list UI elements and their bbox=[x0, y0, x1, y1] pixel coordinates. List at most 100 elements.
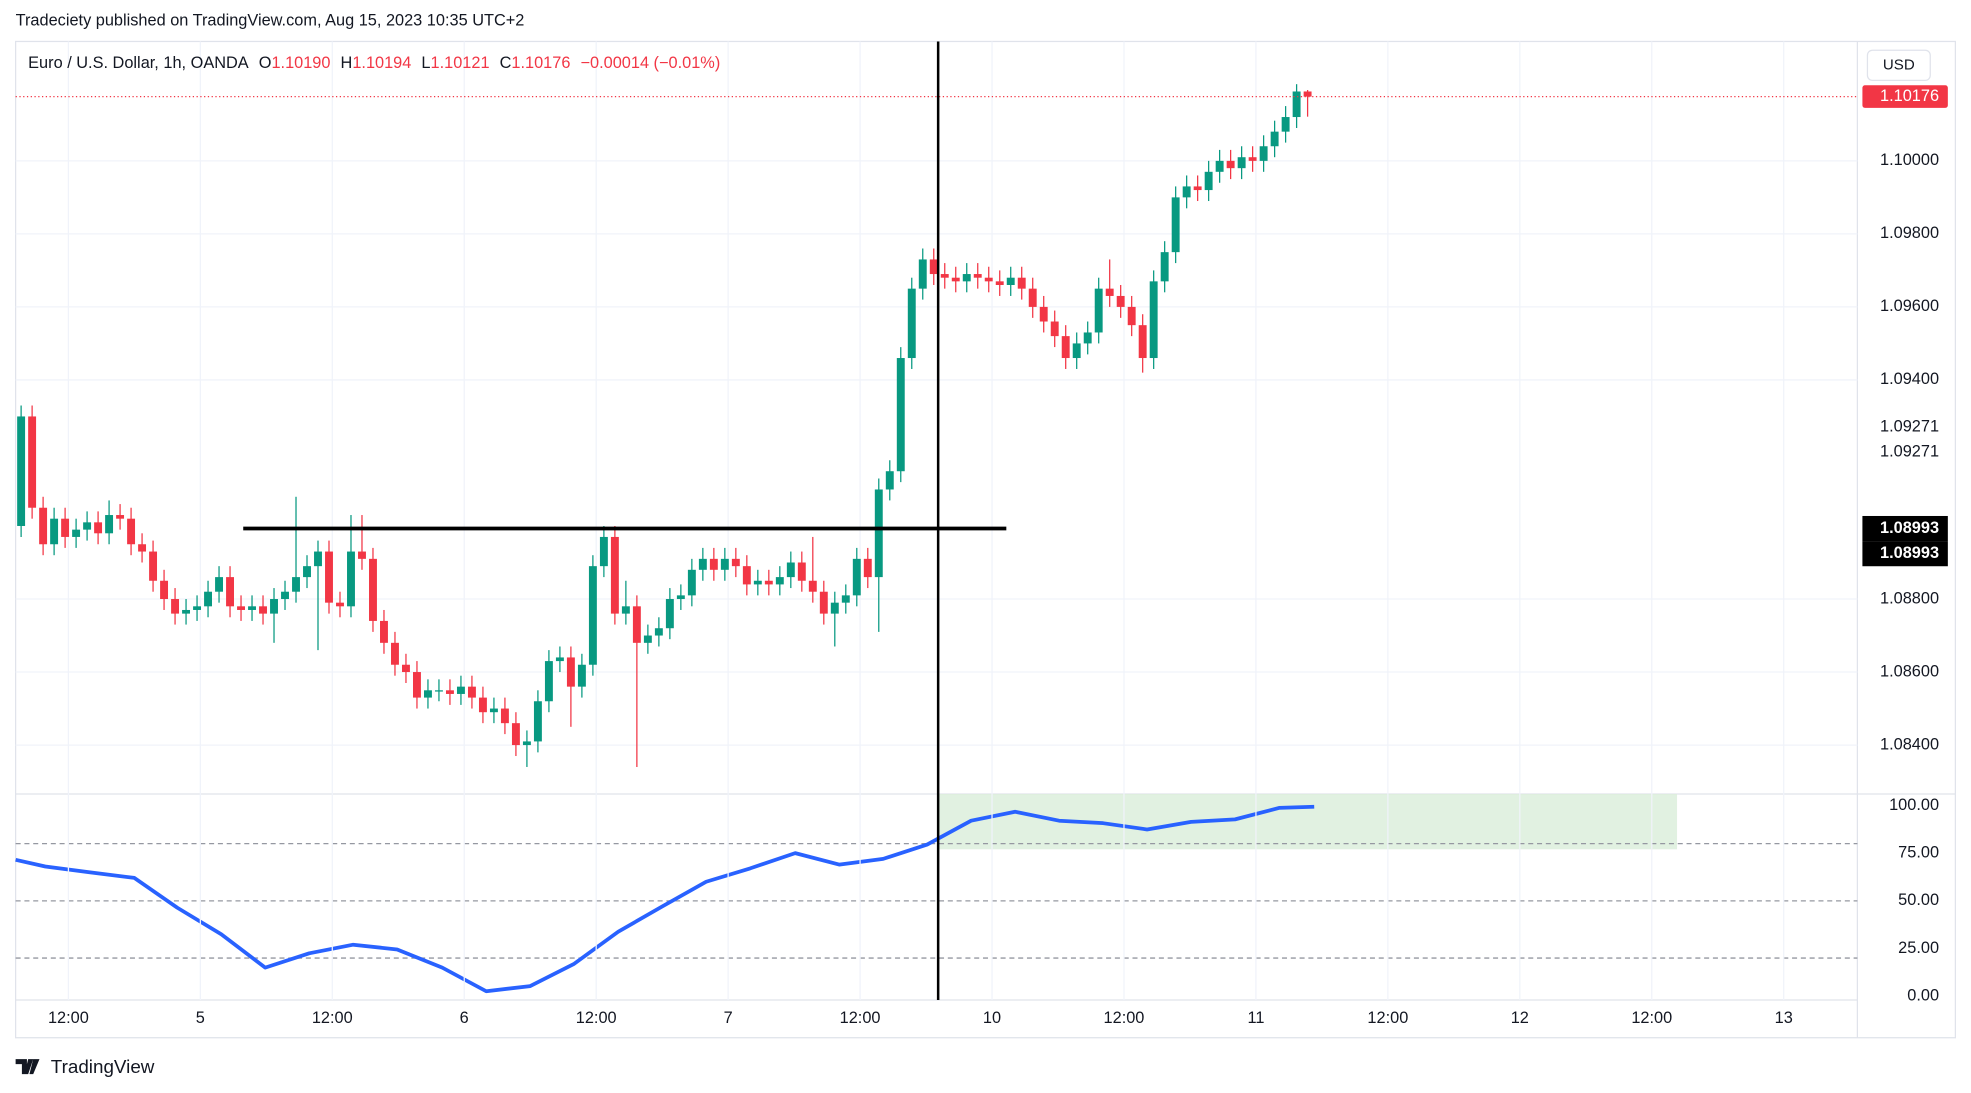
ohlc-label: L bbox=[421, 54, 430, 72]
candle-body bbox=[808, 580, 817, 592]
candle-body bbox=[1204, 171, 1213, 191]
candle-body bbox=[588, 566, 597, 665]
candle-body bbox=[797, 562, 806, 581]
logo: TradingView bbox=[15, 1056, 155, 1077]
price-tag-label: 1.08993 bbox=[1880, 544, 1939, 562]
candle-body bbox=[984, 277, 993, 282]
ohlc-value: 1.10194 bbox=[352, 54, 411, 72]
candle-body bbox=[764, 580, 773, 585]
candle-body bbox=[599, 536, 608, 567]
candle-body bbox=[841, 595, 850, 603]
candle-body bbox=[819, 591, 828, 614]
candle-body bbox=[347, 551, 355, 607]
ohlc-label: C bbox=[500, 54, 512, 72]
y-tick-label: 1.08800 bbox=[1880, 589, 1939, 607]
y-tick-label: 1.09600 bbox=[1880, 297, 1939, 315]
x-tick-label: 13 bbox=[1775, 1009, 1793, 1027]
price-tag bbox=[1862, 541, 1948, 567]
x-tick-label: 6 bbox=[460, 1009, 469, 1027]
candle-body bbox=[676, 595, 685, 600]
candle-body bbox=[995, 281, 1004, 286]
x-tick-label: 12:00 bbox=[312, 1009, 353, 1027]
candle-body bbox=[402, 664, 410, 673]
currency-button[interactable] bbox=[1866, 49, 1931, 82]
candle-body bbox=[336, 602, 344, 607]
candle-body bbox=[643, 635, 652, 643]
candle-body bbox=[555, 657, 564, 662]
candle-body bbox=[687, 569, 696, 596]
y-tick-label: 0.00 bbox=[1907, 987, 1939, 1005]
publisher: Tradeciety published on TradingView.com,… bbox=[16, 12, 525, 30]
candle-body bbox=[775, 577, 784, 585]
logo-mark bbox=[15, 1059, 40, 1075]
x-tick-label: 12:00 bbox=[1367, 1009, 1408, 1027]
candle-body bbox=[951, 277, 960, 282]
candle-body bbox=[445, 690, 454, 694]
candle-body bbox=[962, 274, 971, 282]
candle-body bbox=[259, 606, 267, 614]
y-tick-label: 25.00 bbox=[1898, 939, 1939, 957]
x-tick-label: 12:00 bbox=[1631, 1009, 1672, 1027]
candle-body bbox=[1061, 336, 1070, 359]
ohlc-value: 1.10176 bbox=[511, 54, 570, 72]
candle-body bbox=[303, 566, 311, 578]
ohlc-value: 1.10190 bbox=[271, 54, 330, 72]
candle-body bbox=[929, 259, 938, 275]
candle-body bbox=[226, 577, 234, 607]
candle-body bbox=[478, 697, 487, 713]
candle-body bbox=[413, 672, 421, 698]
candle-body bbox=[1160, 252, 1169, 282]
candle-body bbox=[358, 551, 366, 559]
candle-body bbox=[610, 536, 619, 614]
candle-body bbox=[731, 558, 740, 567]
candle-body bbox=[467, 686, 476, 698]
candle-body bbox=[709, 558, 718, 570]
candle-body bbox=[489, 708, 498, 713]
candle-body bbox=[1006, 277, 1015, 286]
candle-body bbox=[248, 606, 256, 610]
candle-body bbox=[852, 558, 861, 596]
candle-body bbox=[1171, 197, 1180, 253]
x-tick-label: 10 bbox=[983, 1009, 1001, 1027]
candle-body bbox=[28, 416, 37, 508]
candle-body bbox=[1017, 277, 1026, 289]
candle-body bbox=[511, 723, 520, 746]
x-tick-label: 12:00 bbox=[1104, 1009, 1145, 1027]
last-price-label: 1.10176 bbox=[1880, 87, 1939, 105]
candle-body bbox=[632, 606, 641, 643]
candle-body bbox=[577, 664, 586, 687]
candle-body bbox=[105, 515, 114, 534]
candle-body bbox=[127, 518, 136, 545]
candle-body bbox=[753, 580, 762, 585]
y-tick-label: 1.09800 bbox=[1880, 224, 1939, 242]
candle-body bbox=[907, 288, 916, 359]
candle-body bbox=[500, 708, 509, 724]
x-tick-label: 12:00 bbox=[48, 1009, 89, 1027]
candle-body bbox=[171, 599, 180, 614]
candle-body bbox=[281, 591, 289, 600]
candle-body bbox=[72, 529, 81, 537]
candle-body bbox=[39, 507, 48, 545]
candle-body bbox=[94, 522, 103, 534]
candle-body bbox=[391, 642, 399, 665]
candle-body bbox=[204, 591, 213, 607]
candle-body bbox=[138, 544, 147, 552]
candle-body bbox=[314, 551, 322, 567]
candle-body bbox=[885, 471, 894, 490]
x-tick-label: 12:00 bbox=[576, 1009, 617, 1027]
candle-body bbox=[544, 661, 553, 702]
currency[interactable]: USD bbox=[1883, 56, 1915, 73]
y-tick-label: 1.09400 bbox=[1880, 370, 1939, 388]
y-tick-label: 1.08400 bbox=[1880, 735, 1939, 753]
candle-body bbox=[973, 274, 982, 278]
y-tick-label: 100.00 bbox=[1889, 796, 1939, 814]
last-price-tag bbox=[1862, 85, 1948, 108]
candle-body bbox=[830, 602, 839, 614]
candle-body bbox=[1215, 160, 1224, 172]
candle-body bbox=[566, 657, 575, 687]
candle-body bbox=[1182, 186, 1191, 198]
candle-body bbox=[1259, 146, 1268, 161]
candle-body bbox=[665, 599, 674, 629]
